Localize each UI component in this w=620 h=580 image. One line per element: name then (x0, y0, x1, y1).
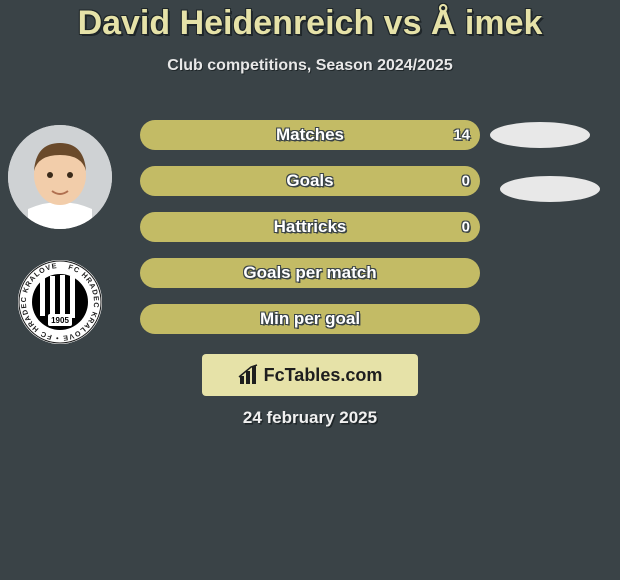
page-subtitle: Club competitions, Season 2024/2025 (0, 57, 620, 75)
comparison-infographic: David Heidenreich vs Å imek Club competi… (0, 0, 620, 580)
footer-date: 24 february 2025 (0, 408, 620, 428)
stat-label: Min per goal (260, 309, 360, 329)
stat-row-goals: Goals 0 (0, 166, 620, 196)
stat-row-hattricks: Hattricks 0 (0, 212, 620, 242)
stat-bar-left: Min per goal (140, 304, 480, 334)
stat-value-left: 0 (462, 173, 470, 190)
stat-label: Goals per match (243, 263, 376, 283)
stat-bar-left: Goals per match (140, 258, 480, 288)
stat-bar-left: Goals 0 (140, 166, 480, 196)
stat-label: Goals (286, 171, 333, 191)
bars-icon (238, 364, 260, 386)
stat-value-left: 14 (453, 127, 470, 144)
page-title: David Heidenreich vs Å imek (0, 0, 620, 43)
source-logo-text: FcTables.com (238, 364, 383, 386)
stat-label: Hattricks (274, 217, 347, 237)
stat-label: Matches (276, 125, 344, 145)
source-logo: FcTables.com (202, 354, 418, 396)
source-logo-label: FcTables.com (264, 365, 383, 386)
stat-bar-left: Hattricks 0 (140, 212, 480, 242)
stat-row-min-per-goal: Min per goal (0, 304, 620, 334)
stat-row-matches: Matches 14 (0, 120, 620, 150)
stat-row-goals-per-match: Goals per match (0, 258, 620, 288)
stat-bar-left: Matches 14 (140, 120, 480, 150)
comparison-chart: Matches 14 Goals 0 Hattricks 0 Goals per… (0, 120, 620, 350)
stat-value-left: 0 (462, 219, 470, 236)
